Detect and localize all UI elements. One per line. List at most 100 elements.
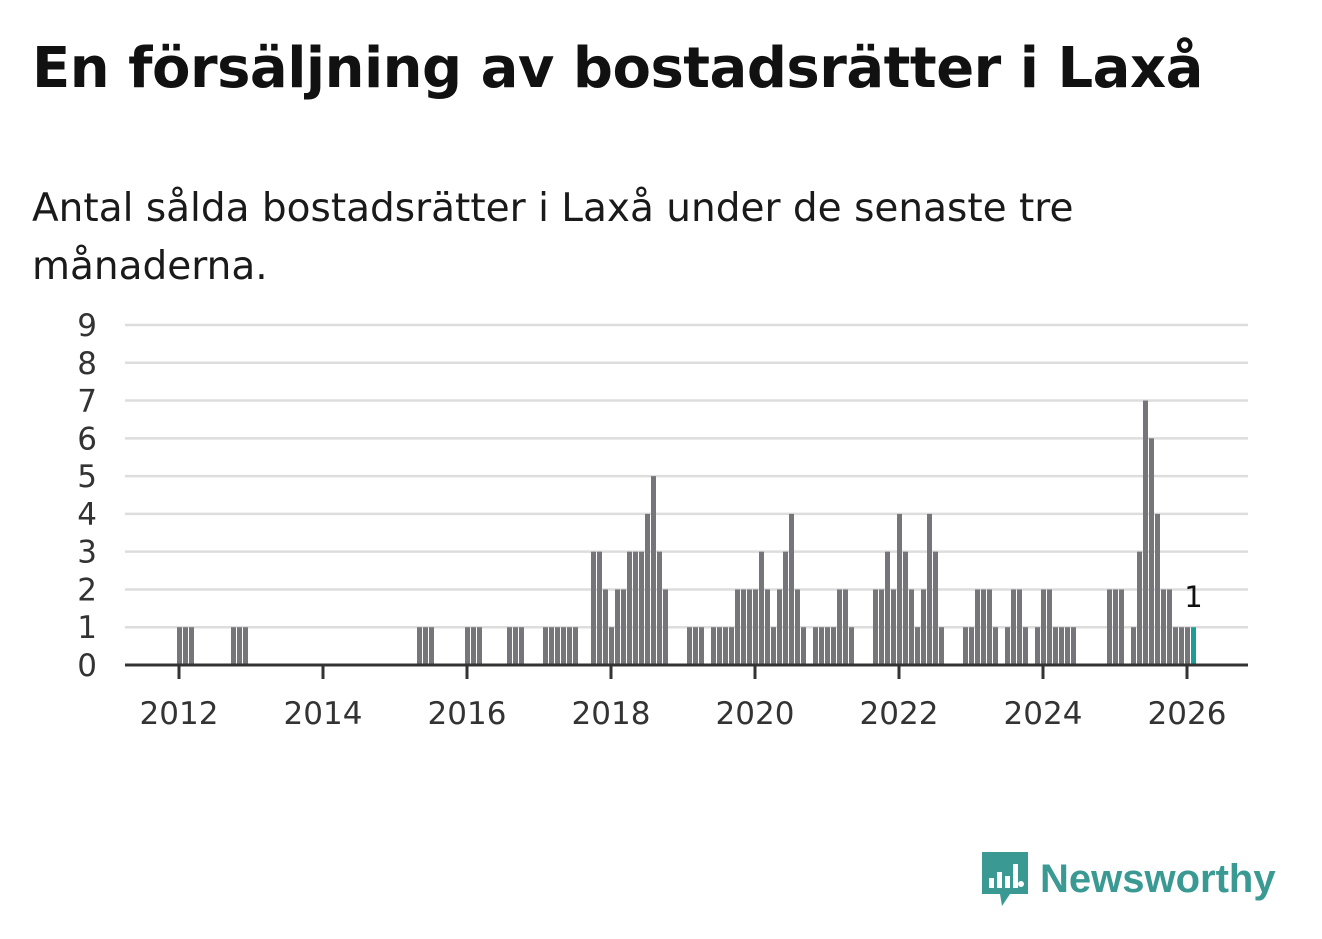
bar bbox=[1131, 627, 1136, 665]
bar bbox=[1137, 551, 1142, 665]
bar bbox=[903, 551, 908, 665]
bar bbox=[597, 551, 602, 665]
bar bbox=[417, 627, 422, 665]
bar bbox=[1059, 627, 1064, 665]
bar bbox=[651, 476, 656, 665]
x-tick-label: 2024 bbox=[1004, 696, 1083, 732]
y-tick-label: 4 bbox=[77, 497, 97, 533]
x-tick-label: 2026 bbox=[1148, 696, 1227, 732]
bar bbox=[663, 589, 668, 665]
bar bbox=[723, 627, 728, 665]
chart-subtitle: Antal sålda bostadsrätter i Laxå under d… bbox=[32, 186, 1074, 289]
bar bbox=[909, 589, 914, 665]
bar bbox=[873, 589, 878, 665]
bar bbox=[729, 627, 734, 665]
bar bbox=[927, 513, 932, 665]
bar bbox=[747, 589, 752, 665]
bar bbox=[639, 551, 644, 665]
bar bbox=[921, 589, 926, 665]
bar bbox=[939, 627, 944, 665]
bar bbox=[975, 589, 980, 665]
x-tick-label: 2022 bbox=[860, 696, 939, 732]
bar bbox=[1047, 589, 1052, 665]
bar bbox=[753, 589, 758, 665]
bar bbox=[699, 627, 704, 665]
bar bbox=[819, 627, 824, 665]
bar bbox=[777, 589, 782, 665]
y-tick-label: 5 bbox=[77, 459, 97, 495]
bar bbox=[693, 627, 698, 665]
bar bbox=[963, 627, 968, 665]
bar bbox=[849, 627, 854, 665]
bar bbox=[513, 627, 518, 665]
y-tick-label: 3 bbox=[77, 535, 97, 571]
bar bbox=[183, 627, 188, 665]
bar bbox=[1011, 589, 1016, 665]
bar bbox=[477, 627, 482, 665]
y-tick-label: 0 bbox=[77, 648, 97, 684]
bar bbox=[711, 627, 716, 665]
bar bbox=[633, 551, 638, 665]
bar bbox=[717, 627, 722, 665]
bar bbox=[837, 589, 842, 665]
bar bbox=[825, 627, 830, 665]
x-tick-label: 2014 bbox=[284, 696, 363, 732]
bar bbox=[831, 627, 836, 665]
bar bbox=[423, 627, 428, 665]
bar bbox=[993, 627, 998, 665]
bar bbox=[843, 589, 848, 665]
x-tick-label: 2020 bbox=[716, 696, 795, 732]
chart-title: En försäljning av bostadsrätter i Laxå bbox=[32, 36, 1203, 101]
bar bbox=[969, 627, 974, 665]
bar bbox=[1035, 627, 1040, 665]
bar bbox=[645, 513, 650, 665]
bar bbox=[1149, 438, 1154, 665]
bar bbox=[813, 627, 818, 665]
bar bbox=[1113, 589, 1118, 665]
bar bbox=[1179, 627, 1184, 665]
bar bbox=[543, 627, 548, 665]
bar bbox=[507, 627, 512, 665]
bar bbox=[795, 589, 800, 665]
bar bbox=[735, 589, 740, 665]
bar bbox=[465, 627, 470, 665]
y-tick-label: 6 bbox=[77, 421, 97, 457]
y-tick-label: 1 bbox=[77, 610, 97, 646]
bar bbox=[243, 627, 248, 665]
bar bbox=[1023, 627, 1028, 665]
bar bbox=[189, 627, 194, 665]
bar bbox=[657, 551, 662, 665]
y-tick-label: 8 bbox=[77, 346, 97, 382]
bar bbox=[741, 589, 746, 665]
bar bbox=[1143, 400, 1148, 665]
bar bbox=[1107, 589, 1112, 665]
bar bbox=[897, 513, 902, 665]
x-tick-label: 2012 bbox=[140, 696, 219, 732]
bar bbox=[603, 589, 608, 665]
bar bbox=[801, 627, 806, 665]
bar bbox=[561, 627, 566, 665]
bar bbox=[519, 627, 524, 665]
bar bbox=[783, 551, 788, 665]
bar bbox=[177, 627, 182, 665]
bar bbox=[591, 551, 596, 665]
bar bbox=[471, 627, 476, 665]
bar bbox=[1041, 589, 1046, 665]
bar bbox=[789, 513, 794, 665]
bar bbox=[609, 627, 614, 665]
bar bbox=[1053, 627, 1058, 665]
bar bbox=[1005, 627, 1010, 665]
bar bbox=[1155, 513, 1160, 665]
last-value-label: 1 bbox=[1184, 580, 1202, 614]
bar bbox=[759, 551, 764, 665]
highlight-bar bbox=[1191, 627, 1196, 665]
y-tick-label: 7 bbox=[77, 384, 97, 420]
newsworthy-logo: Newsworthy bbox=[980, 850, 1276, 908]
y-tick-label: 2 bbox=[77, 572, 97, 608]
bar bbox=[567, 627, 572, 665]
bar bbox=[687, 627, 692, 665]
bar bbox=[1173, 627, 1178, 665]
newsworthy-logo-text: Newsworthy bbox=[1040, 856, 1276, 901]
bar bbox=[429, 627, 434, 665]
bar bbox=[627, 551, 632, 665]
